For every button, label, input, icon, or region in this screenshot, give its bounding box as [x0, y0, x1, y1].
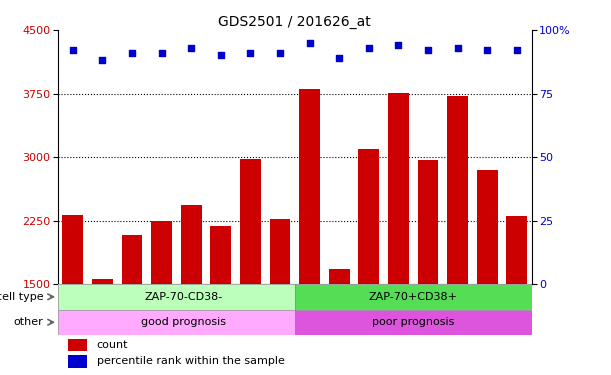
- Point: [98, 57, 108, 63]
- Point: [393, 42, 403, 48]
- Text: count: count: [97, 340, 128, 350]
- Point: [186, 45, 196, 51]
- Text: good prognosis: good prognosis: [141, 317, 226, 327]
- Point: [423, 47, 433, 53]
- Bar: [92, 279, 113, 284]
- Point: [305, 40, 315, 46]
- Bar: [507, 216, 527, 284]
- Bar: [295, 309, 532, 335]
- Bar: [269, 219, 290, 284]
- Point: [216, 53, 225, 58]
- Bar: [240, 159, 261, 284]
- Point: [334, 55, 344, 61]
- Point: [157, 50, 167, 56]
- Text: ZAP-70-CD38-: ZAP-70-CD38-: [145, 292, 223, 302]
- Bar: [68, 339, 87, 351]
- Text: other: other: [13, 317, 43, 327]
- Bar: [418, 160, 438, 284]
- Bar: [295, 284, 532, 309]
- Bar: [68, 355, 87, 368]
- Bar: [359, 149, 379, 284]
- Bar: [477, 170, 497, 284]
- Bar: [152, 220, 172, 284]
- Point: [453, 45, 463, 51]
- Bar: [388, 93, 409, 284]
- Bar: [447, 96, 468, 284]
- Bar: [181, 206, 202, 284]
- Text: ZAP-70+CD38+: ZAP-70+CD38+: [368, 292, 458, 302]
- Bar: [122, 235, 142, 284]
- Bar: [62, 214, 83, 284]
- Bar: [329, 269, 349, 284]
- Point: [68, 47, 78, 53]
- Point: [364, 45, 374, 51]
- Text: percentile rank within the sample: percentile rank within the sample: [97, 357, 285, 366]
- Point: [127, 50, 137, 56]
- Text: cell type: cell type: [0, 292, 43, 302]
- Bar: [210, 226, 231, 284]
- Point: [246, 50, 255, 56]
- Bar: [58, 284, 295, 309]
- Bar: [299, 89, 320, 284]
- Point: [275, 50, 285, 56]
- Bar: [58, 309, 295, 335]
- Point: [512, 47, 522, 53]
- Title: GDS2501 / 201626_at: GDS2501 / 201626_at: [219, 15, 371, 29]
- Point: [482, 47, 492, 53]
- Text: poor prognosis: poor prognosis: [372, 317, 455, 327]
